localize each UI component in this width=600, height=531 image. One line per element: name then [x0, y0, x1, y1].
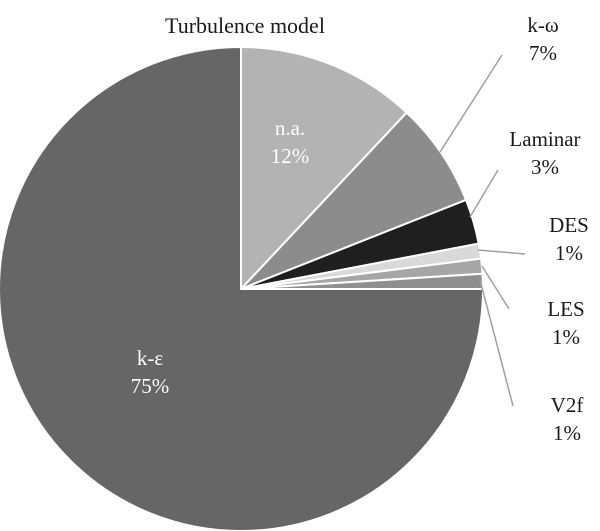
slice-name-label: DES: [549, 213, 589, 237]
leader-line-v2f: [479, 279, 514, 407]
slice-name-label: k-ω: [527, 13, 558, 37]
slice-name-label: k-ε: [137, 346, 163, 370]
slice-percent-label: 12%: [271, 144, 310, 168]
slice-n-a: [240, 46, 408, 290]
slice-name-label: V2f: [551, 393, 584, 417]
slice-name-label: LES: [547, 297, 584, 321]
slice-label-v2f: V2f 1%: [551, 393, 584, 445]
slice-percent-label: 3%: [531, 155, 559, 179]
slice-percent-label: 7%: [529, 41, 557, 65]
slice-label-n-a: n.a. 12%: [271, 116, 310, 168]
slice-percent-label: 1%: [555, 241, 583, 265]
slice-percent-label: 75%: [131, 374, 170, 398]
pie-slices: [0, 46, 484, 531]
slice-k: [0, 46, 484, 531]
slice-label-des: DES 1%: [549, 213, 589, 265]
slice-percent-label: 1%: [553, 421, 581, 445]
leader-line-les: [481, 265, 510, 310]
slice-label-laminar: Laminar 3%: [509, 127, 580, 179]
leader-lines: [439, 54, 526, 407]
leader-line-laminar: [469, 169, 499, 218]
slice-label-les: LES 1%: [547, 297, 584, 349]
slice-k: [240, 111, 468, 290]
slice-percent-label: 1%: [552, 325, 580, 349]
leader-line-des: [477, 249, 526, 255]
leader-line-k: [439, 54, 503, 153]
slice-label-k: k-ω 7%: [527, 13, 558, 65]
slice-labels: n.a. 12%k-ω 7%Laminar 3%DES 1%LES 1%V2f 1%k-ε 7…: [131, 13, 589, 445]
slice-label-k: k-ε 75%: [131, 346, 170, 398]
slice-name-label: Laminar: [509, 127, 580, 151]
chart-title: Turbulence model: [165, 13, 325, 38]
slice-name-label: n.a.: [275, 116, 305, 140]
